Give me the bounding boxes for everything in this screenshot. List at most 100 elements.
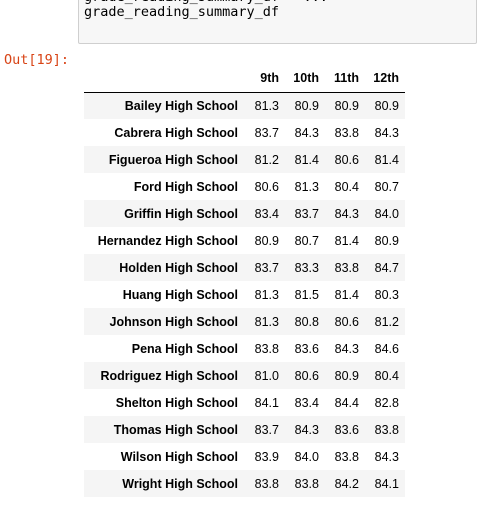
row-index-label: Hernandez High School <box>97 233 238 248</box>
table-cell: 81.4 <box>334 233 359 248</box>
table-cell: 81.3 <box>294 179 319 194</box>
table-row: Cabrera High School 83.7 84.3 83.8 84.3 <box>84 119 405 146</box>
table-cell: 83.8 <box>334 449 359 464</box>
row-index-label: Bailey High School <box>124 98 238 113</box>
table-cell: 81.4 <box>294 152 319 167</box>
row-index-label: Johnson High School <box>109 314 238 329</box>
table-cell: 84.3 <box>374 449 399 464</box>
table-cell: 83.7 <box>254 422 279 437</box>
table-cell: 83.8 <box>254 341 279 356</box>
code-line: grade_reading_summary_df <box>84 4 280 20</box>
table-cell: 84.1 <box>374 476 399 491</box>
table-row: Wright High School 83.8 83.8 84.2 84.1 <box>84 470 405 497</box>
column-header: 11th <box>325 65 365 93</box>
table-cell: 81.4 <box>374 152 399 167</box>
table-cell: 83.8 <box>334 125 359 140</box>
row-index-label: Huang High School <box>122 287 238 302</box>
table-cell: 80.8 <box>294 314 319 329</box>
table-cell: 83.3 <box>294 260 319 275</box>
row-index-label: Cabrera High School <box>114 125 238 140</box>
index-header <box>84 65 245 93</box>
table-row: Ford High School 80.6 81.3 80.4 80.7 <box>84 173 405 200</box>
table-cell: 83.9 <box>254 449 279 464</box>
table-row: Thomas High School 83.7 84.3 83.6 83.8 <box>84 416 405 443</box>
table-cell: 83.8 <box>374 422 399 437</box>
table-cell: 80.3 <box>374 287 399 302</box>
table-cell: 84.3 <box>294 125 319 140</box>
table-cell: 83.8 <box>294 476 319 491</box>
table-cell: 80.9 <box>334 98 359 113</box>
table-cell: 83.7 <box>294 206 319 221</box>
column-header: 12th <box>365 65 405 93</box>
table-cell: 83.4 <box>294 395 319 410</box>
table-cell: 80.9 <box>254 233 279 248</box>
table-cell: 84.0 <box>294 449 319 464</box>
dataframe-table: 9th 10th 11th 12th Bailey High School 81.… <box>84 65 405 497</box>
table-cell: 84.3 <box>334 341 359 356</box>
column-header: 10th <box>285 65 325 93</box>
table-cell: 84.7 <box>374 260 399 275</box>
table-cell: 84.4 <box>334 395 359 410</box>
table-cell: 80.9 <box>294 98 319 113</box>
table-cell: 81.3 <box>254 314 279 329</box>
table-row: Hernandez High School 80.9 80.7 81.4 80.9 <box>84 227 405 254</box>
table-cell: 81.3 <box>254 287 279 302</box>
table-cell: 80.4 <box>374 368 399 383</box>
table-row: Pena High School 83.8 83.6 84.3 84.6 <box>84 335 405 362</box>
table-row: Shelton High School 84.1 83.4 84.4 82.8 <box>84 389 405 416</box>
table-cell: 81.0 <box>254 368 279 383</box>
table-row: Huang High School 81.3 81.5 81.4 80.3 <box>84 281 405 308</box>
table-row: Bailey High School 81.3 80.9 80.9 80.9 <box>84 92 405 119</box>
table-cell: 83.8 <box>254 476 279 491</box>
table-cell: 81.4 <box>334 287 359 302</box>
table-cell: 81.2 <box>254 152 279 167</box>
table-cell: 83.8 <box>334 260 359 275</box>
table-cell: 83.7 <box>254 260 279 275</box>
row-index-label: Wright High School <box>122 476 238 491</box>
table-cell: 84.3 <box>294 422 319 437</box>
table-cell: 80.7 <box>374 179 399 194</box>
table-header-row: 9th 10th 11th 12th <box>84 65 405 93</box>
row-index-label: Shelton High School <box>115 395 238 410</box>
table-cell: 84.3 <box>334 206 359 221</box>
table-cell: 83.6 <box>334 422 359 437</box>
column-header: 9th <box>245 65 285 93</box>
row-index-label: Thomas High School <box>113 422 238 437</box>
code-line-previous: grade_reading_summary_df = ... <box>84 0 328 5</box>
table-row: Griffin High School 83.4 83.7 84.3 84.0 <box>84 200 405 227</box>
row-index-label: Rodriguez High School <box>100 368 239 383</box>
table-cell: 84.2 <box>334 476 359 491</box>
table-cell: 83.6 <box>294 341 319 356</box>
output-prompt: Out[19]: <box>4 52 70 68</box>
table-row: Holden High School 83.7 83.3 83.8 84.7 <box>84 254 405 281</box>
table-cell: 83.4 <box>254 206 279 221</box>
table-cell: 80.6 <box>334 152 359 167</box>
row-index-label: Wilson High School <box>120 449 238 464</box>
table-cell: 80.4 <box>334 179 359 194</box>
table-row: Johnson High School 81.3 80.8 80.6 81.2 <box>84 308 405 335</box>
table-cell: 81.5 <box>294 287 319 302</box>
table-cell: 84.6 <box>374 341 399 356</box>
row-index-label: Pena High School <box>131 341 238 356</box>
table-cell: 84.0 <box>374 206 399 221</box>
row-index-label: Ford High School <box>133 179 238 194</box>
row-index-label: Holden High School <box>119 260 238 275</box>
table-cell: 81.2 <box>374 314 399 329</box>
table-cell: 80.6 <box>254 179 279 194</box>
table-cell: 84.3 <box>374 125 399 140</box>
table-cell: 80.6 <box>334 314 359 329</box>
table-cell: 84.1 <box>254 395 279 410</box>
table-row: Wilson High School 83.9 84.0 83.8 84.3 <box>84 443 405 470</box>
table-row: Rodriguez High School 81.0 80.6 80.9 80.4 <box>84 362 405 389</box>
table-cell: 80.6 <box>294 368 319 383</box>
table-cell: 83.7 <box>254 125 279 140</box>
table-cell: 80.9 <box>374 233 399 248</box>
table-row: Figueroa High School 81.2 81.4 80.6 81.4 <box>84 146 405 173</box>
code-input-cell[interactable]: grade_reading_summary_df = ... grade_rea… <box>78 0 477 44</box>
table-cell: 80.7 <box>294 233 319 248</box>
row-index-label: Griffin High School <box>124 206 238 221</box>
table-cell: 80.9 <box>334 368 359 383</box>
table-cell: 82.8 <box>374 395 399 410</box>
table-cell: 80.9 <box>374 98 399 113</box>
table-cell: 81.3 <box>254 98 279 113</box>
